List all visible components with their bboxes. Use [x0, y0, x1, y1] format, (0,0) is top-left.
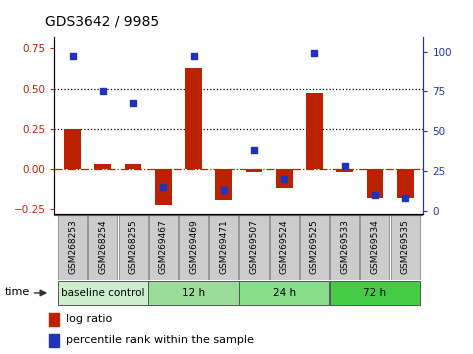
- Text: GSM269534: GSM269534: [370, 219, 379, 274]
- Bar: [49, 334, 59, 347]
- FancyBboxPatch shape: [149, 216, 178, 280]
- FancyBboxPatch shape: [179, 216, 208, 280]
- Point: [341, 164, 349, 169]
- Text: GSM268253: GSM268253: [68, 219, 77, 274]
- Text: 24 h: 24 h: [272, 288, 296, 298]
- Text: GSM268255: GSM268255: [129, 219, 138, 274]
- FancyBboxPatch shape: [330, 216, 359, 280]
- FancyBboxPatch shape: [360, 216, 389, 280]
- Bar: [336, 169, 353, 172]
- Bar: [306, 93, 323, 169]
- Text: GSM269469: GSM269469: [189, 219, 198, 274]
- Text: GSM269533: GSM269533: [340, 219, 349, 274]
- Bar: [185, 68, 202, 169]
- Bar: [215, 169, 232, 200]
- Bar: [155, 169, 172, 205]
- Text: 12 h: 12 h: [182, 288, 205, 298]
- FancyBboxPatch shape: [391, 216, 420, 280]
- FancyBboxPatch shape: [149, 281, 238, 305]
- Point: [99, 88, 106, 94]
- Text: GSM269524: GSM269524: [280, 219, 289, 274]
- FancyBboxPatch shape: [58, 281, 148, 305]
- Text: GSM269471: GSM269471: [219, 219, 228, 274]
- Text: time: time: [4, 287, 30, 297]
- Text: GDS3642 / 9985: GDS3642 / 9985: [45, 14, 159, 28]
- Bar: [276, 169, 292, 188]
- Point: [402, 195, 409, 201]
- FancyBboxPatch shape: [58, 216, 87, 280]
- FancyBboxPatch shape: [300, 216, 329, 280]
- Text: percentile rank within the sample: percentile rank within the sample: [66, 335, 254, 345]
- Text: GSM268254: GSM268254: [98, 219, 107, 274]
- Bar: [245, 169, 263, 172]
- Text: GSM269507: GSM269507: [249, 219, 258, 274]
- Point: [280, 176, 288, 182]
- FancyBboxPatch shape: [209, 216, 238, 280]
- Point: [129, 100, 137, 105]
- Bar: [64, 129, 81, 169]
- Text: GSM269467: GSM269467: [159, 219, 168, 274]
- Point: [190, 53, 197, 59]
- FancyBboxPatch shape: [239, 281, 329, 305]
- FancyBboxPatch shape: [330, 281, 420, 305]
- Text: 72 h: 72 h: [363, 288, 386, 298]
- Bar: [125, 164, 141, 169]
- FancyBboxPatch shape: [88, 216, 117, 280]
- Point: [371, 192, 379, 198]
- Bar: [367, 169, 383, 198]
- Text: GSM269535: GSM269535: [401, 219, 410, 274]
- Point: [220, 187, 228, 193]
- Bar: [95, 164, 111, 169]
- Text: log ratio: log ratio: [66, 314, 113, 324]
- Text: GSM269525: GSM269525: [310, 219, 319, 274]
- Point: [159, 184, 167, 190]
- Text: baseline control: baseline control: [61, 288, 145, 298]
- FancyBboxPatch shape: [270, 216, 299, 280]
- Point: [69, 53, 76, 59]
- FancyBboxPatch shape: [119, 216, 148, 280]
- Bar: [49, 313, 59, 326]
- Point: [311, 50, 318, 56]
- FancyBboxPatch shape: [239, 216, 269, 280]
- Point: [250, 148, 258, 153]
- Bar: [397, 169, 413, 198]
